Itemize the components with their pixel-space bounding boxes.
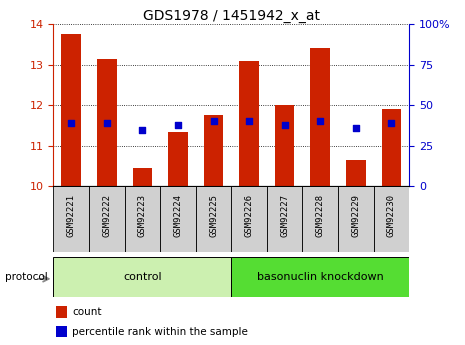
Point (103, 121, 111, 126)
Text: GSM92222: GSM92222 (102, 194, 111, 237)
Bar (374, 186, 409, 252)
Bar (311, 48, 330, 186)
Point (246, 119, 253, 124)
Bar (125, 186, 160, 252)
Bar (239, 61, 259, 186)
Text: GSM92227: GSM92227 (280, 194, 289, 237)
Point (281, 123, 288, 128)
Bar (267, 186, 303, 252)
Bar (196, 186, 232, 252)
Bar (97, 59, 117, 186)
Bar (204, 115, 223, 186)
Bar (338, 186, 374, 252)
Point (317, 119, 324, 124)
Text: basonuclin knockdown: basonuclin knockdown (257, 272, 384, 282)
Bar (56, 306, 67, 317)
Text: GSM92221: GSM92221 (67, 194, 76, 237)
Bar (303, 186, 338, 252)
Text: GSM92224: GSM92224 (173, 194, 182, 237)
Text: count: count (72, 307, 102, 317)
Text: percentile rank within the sample: percentile rank within the sample (72, 327, 248, 337)
Bar (160, 186, 196, 252)
Text: control: control (123, 272, 162, 282)
Title: GDS1978 / 1451942_x_at: GDS1978 / 1451942_x_at (143, 9, 320, 23)
Text: GSM92223: GSM92223 (138, 194, 147, 237)
Text: GSM92226: GSM92226 (245, 194, 253, 237)
Point (139, 127, 146, 132)
Bar (61, 34, 81, 186)
Bar (89, 186, 125, 252)
Text: GSM92228: GSM92228 (316, 194, 325, 237)
Bar (232, 257, 409, 297)
Bar (346, 160, 365, 186)
Bar (168, 131, 188, 186)
Bar (133, 168, 152, 186)
Point (174, 123, 182, 128)
Point (67, 121, 75, 126)
Point (352, 125, 359, 130)
Bar (232, 186, 267, 252)
Point (388, 121, 395, 126)
Text: GSM92225: GSM92225 (209, 194, 218, 237)
Bar (53, 186, 89, 252)
Text: GSM92229: GSM92229 (352, 194, 360, 237)
Text: GSM92230: GSM92230 (387, 194, 396, 237)
Bar (382, 109, 401, 186)
Bar (56, 326, 67, 337)
Bar (53, 257, 232, 297)
Bar (275, 105, 294, 186)
Text: protocol: protocol (5, 272, 47, 282)
Point (210, 119, 217, 124)
